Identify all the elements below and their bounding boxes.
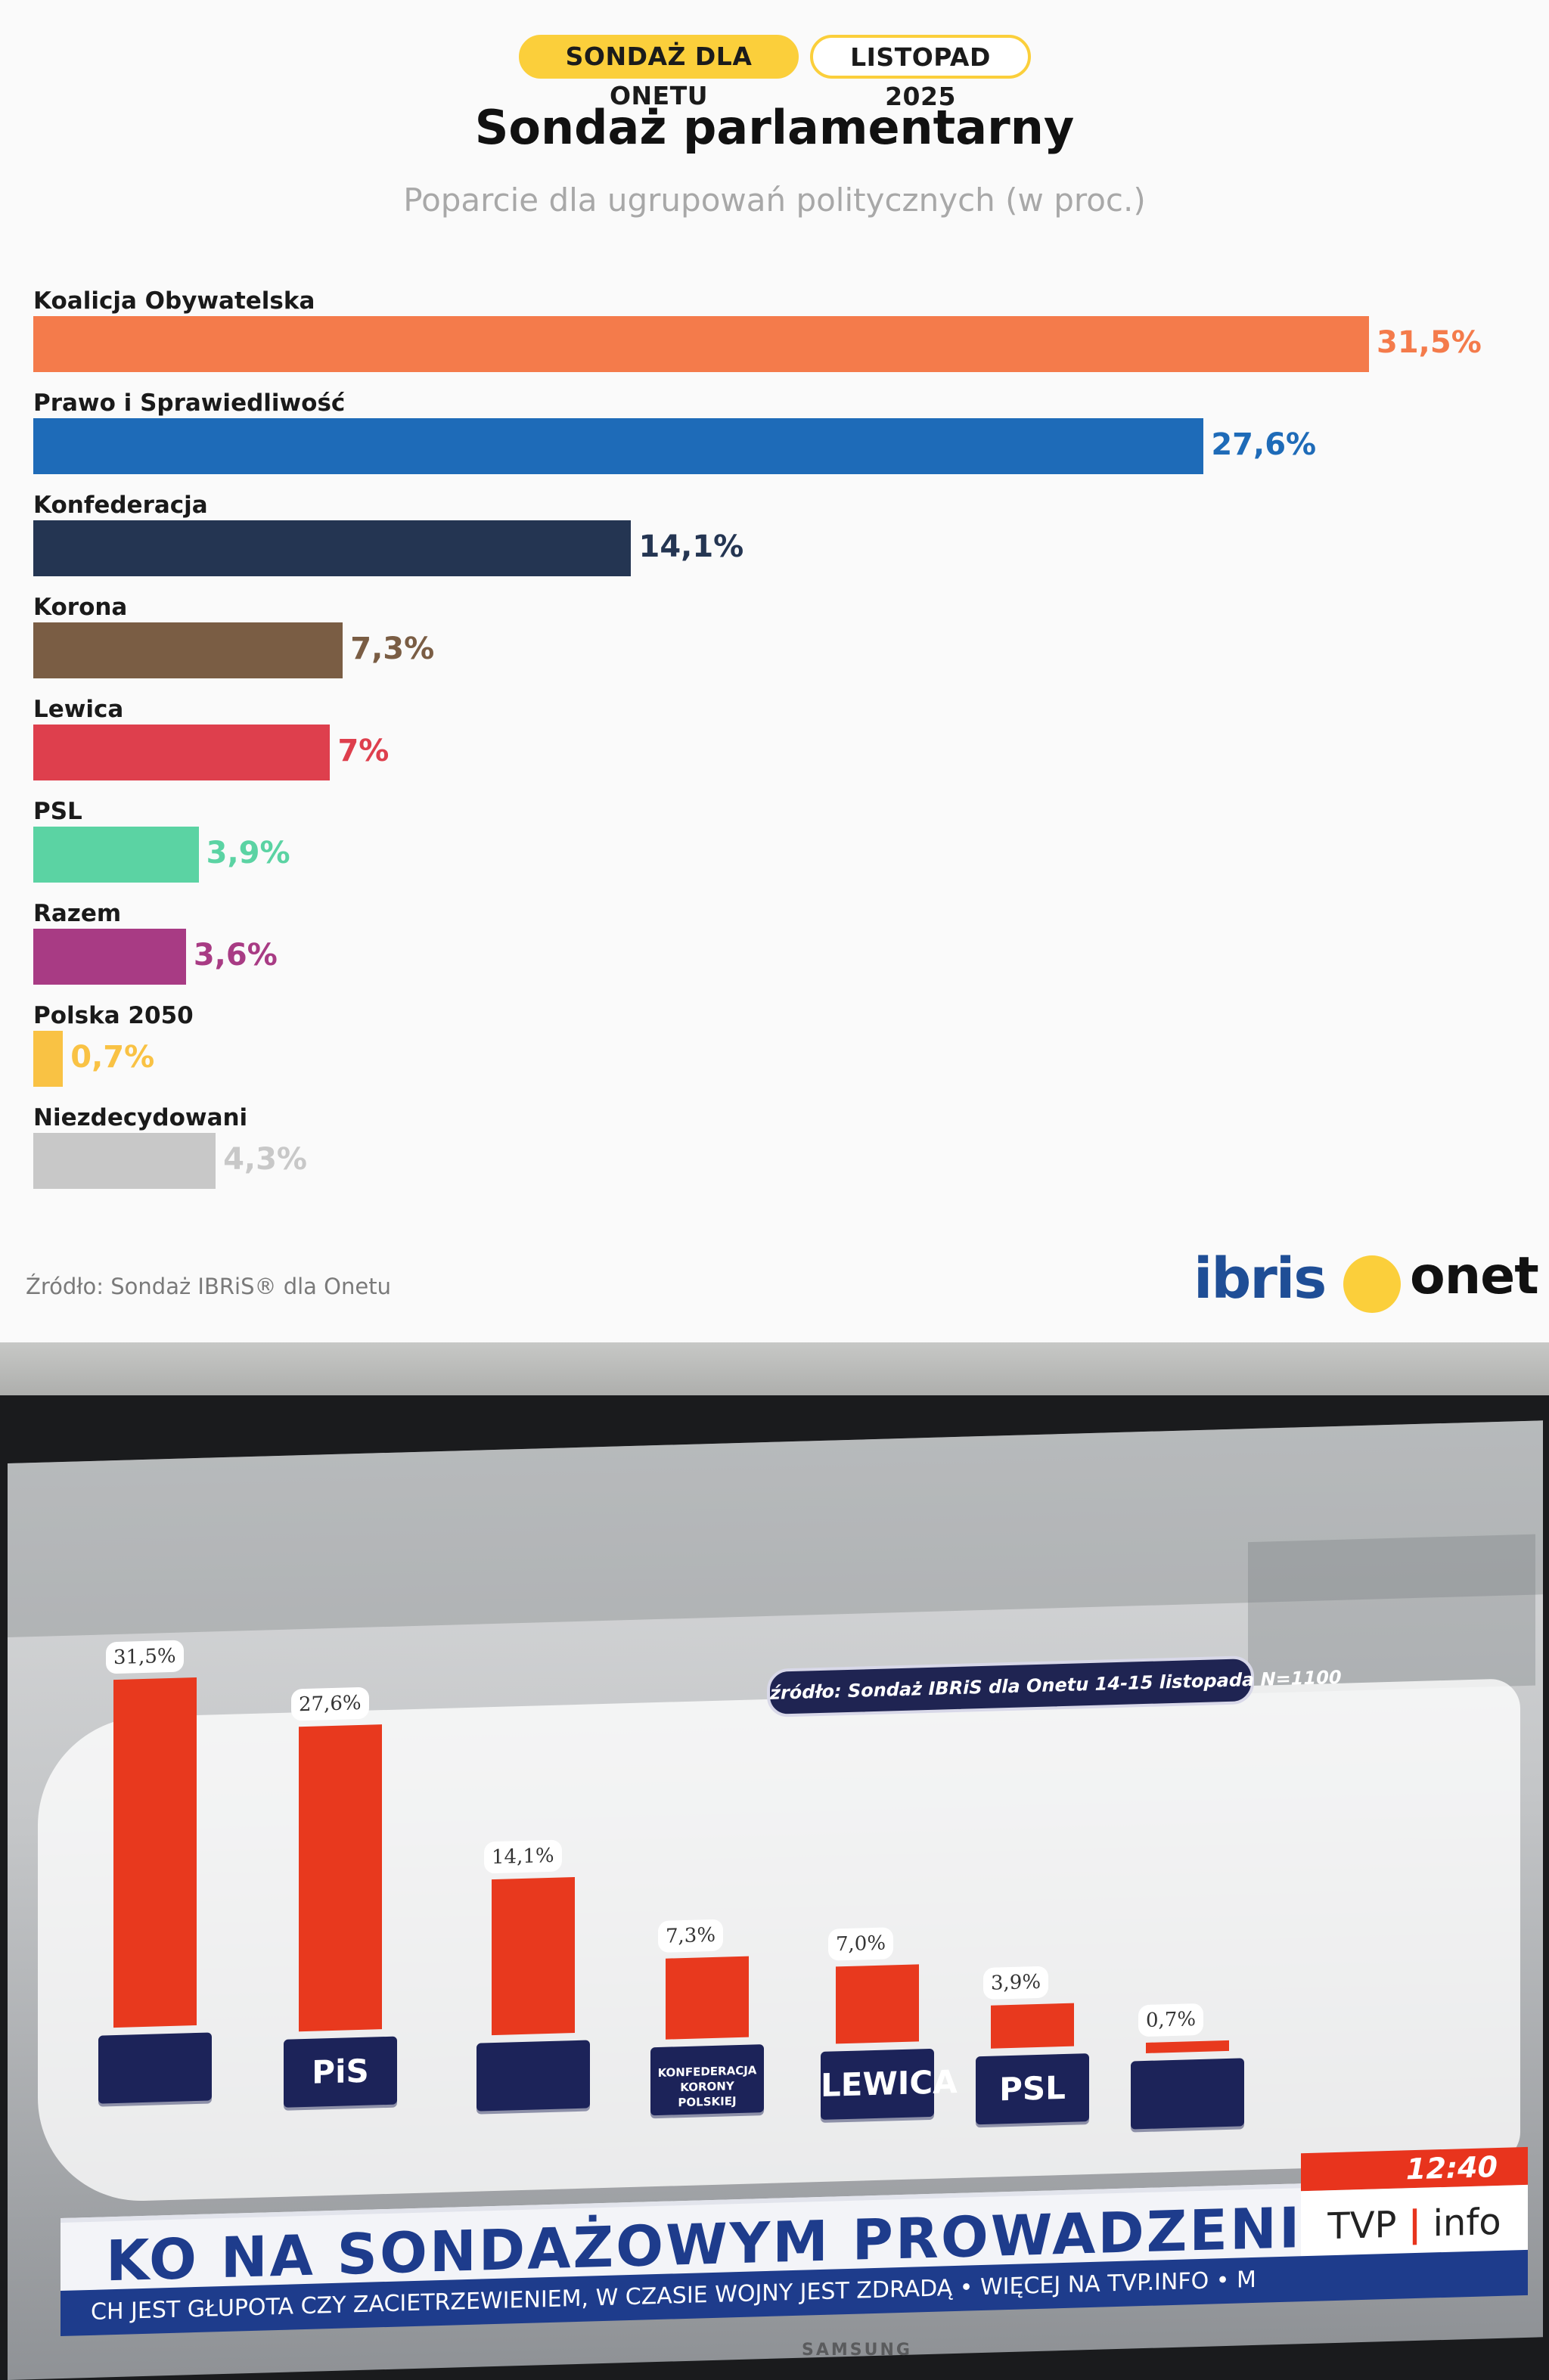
bar [33, 1133, 216, 1189]
tv-party-logo: PSL [976, 2053, 1089, 2125]
bar [33, 316, 1369, 372]
bar [33, 1031, 64, 1087]
tv-photo: źródło: Sondaż IBRiS dla Onetu 14-15 lis… [0, 1342, 1549, 2380]
tv-bar-value-label: 3,9% [983, 1966, 1049, 2000]
bar [33, 827, 199, 883]
tv-maker-label: SAMSUNG [802, 2341, 912, 2360]
survey-badge: SONDAŻ DLA ONETU [519, 35, 799, 110]
tv-party-logo [98, 2032, 212, 2104]
tv-bar-value-label: 7,0% [828, 1927, 894, 1961]
onet-infographic: SONDAŻ DLA ONETU LISTOPAD 2025 Sondaż pa… [26, 35, 1539, 1313]
bar [33, 622, 343, 678]
onet-logo-circle-icon [1343, 1255, 1401, 1313]
tv-clock: 12:40 [1301, 2146, 1528, 2192]
bar-value-label: 3,6% [193, 938, 278, 973]
tv-party-logo: KONFEDERACJA KORONY POLSKIEJ [650, 2044, 764, 2116]
tv-bar-value-label: 7,3% [658, 1919, 724, 1953]
source-note: Źródło: Sondaż IBRiS® dla Onetu [26, 1274, 391, 1299]
bar-value-label: 27,6% [1211, 427, 1317, 462]
bar-label: Korona [33, 594, 128, 621]
bar [33, 725, 331, 780]
tv-chart-panel [38, 1678, 1520, 2204]
tvp-logo-text: TVP [1327, 2203, 1397, 2248]
tv-party-logo [476, 2040, 590, 2112]
bar-value-label: 31,5% [1377, 325, 1482, 360]
tv-bar-value-label: 31,5% [106, 1640, 184, 1674]
bar-label: Konfederacja [33, 492, 208, 519]
tv-party-logo: LEWICA [821, 2048, 958, 2120]
tv-bar [836, 1964, 919, 2044]
bar-label: Lewica [33, 696, 124, 723]
bar [33, 929, 186, 985]
tv-bar [299, 1724, 382, 2032]
bar-label: Koalicja Obywatelska [33, 287, 315, 315]
chart-title: Sondaż parlamentarny [474, 100, 1075, 155]
tv-bar-value-label: 0,7% [1138, 2003, 1204, 2037]
bar-label: Prawo i Sprawiedliwość [33, 389, 346, 417]
tv-bar [113, 1677, 197, 2028]
bar [33, 418, 1204, 474]
bar-label: Niezdecydowani [33, 1104, 248, 1131]
bar-value-label: 7% [337, 734, 390, 768]
onet-logo: onet [1410, 1246, 1539, 1306]
tv-bar [991, 2003, 1074, 2049]
chart-subtitle: Poparcie dla ugrupowań politycznych (w p… [403, 182, 1146, 219]
tv-bar [492, 1877, 575, 2036]
bar-value-label: 3,9% [206, 836, 290, 870]
info-logo-text: info [1433, 2200, 1501, 2245]
ibris-logo: ibris [1194, 1246, 1327, 1311]
bar-value-label: 7,3% [350, 631, 435, 666]
tv-bar [666, 1956, 749, 2040]
bar-label: PSL [33, 798, 82, 825]
bar-value-label: 4,3% [223, 1142, 307, 1177]
bar-value-label: 0,7% [70, 1040, 155, 1075]
ibris-logo-text: ibris [1194, 1246, 1327, 1311]
tv-screen: źródło: Sondaż IBRiS dla Onetu 14-15 lis… [8, 1420, 1543, 2380]
tv-party-logo [1131, 2058, 1244, 2130]
tv-bar-value-label: 14,1% [484, 1839, 562, 1874]
bar-label: Polska 2050 [33, 1002, 194, 1029]
tv-party-logo: PiS [284, 2036, 397, 2108]
tv-bar-value-label: 27,6% [291, 1686, 369, 1721]
tvp-logo-separator: | [1408, 2202, 1422, 2246]
date-badge: LISTOPAD 2025 [810, 35, 1031, 111]
bar-label: Razem [33, 900, 122, 927]
bar-value-label: 14,1% [638, 529, 744, 564]
bar [33, 520, 632, 576]
